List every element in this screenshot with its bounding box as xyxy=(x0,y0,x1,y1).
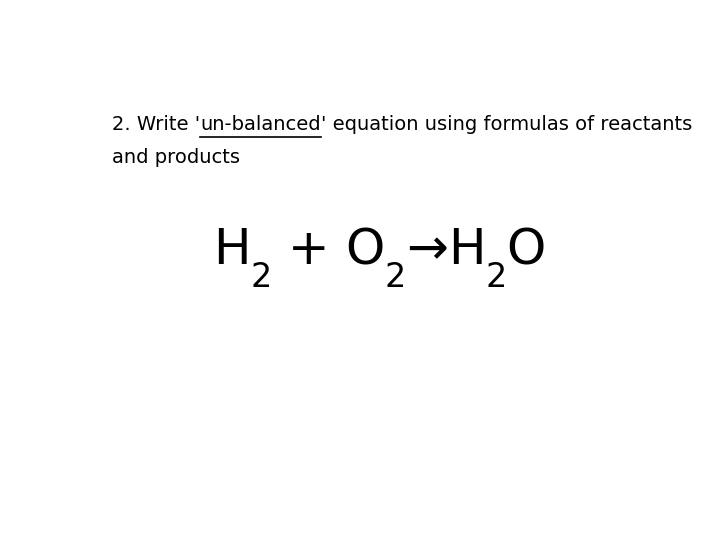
Text: →: → xyxy=(406,226,448,274)
Text: un-balanced: un-balanced xyxy=(200,114,321,134)
Text: 2: 2 xyxy=(384,261,406,294)
Text: H: H xyxy=(213,226,251,274)
Text: H: H xyxy=(448,226,485,274)
Text: 2: 2 xyxy=(251,261,271,294)
Text: ' equation using formulas of reactants: ' equation using formulas of reactants xyxy=(321,114,693,134)
Text: and products: and products xyxy=(112,148,240,167)
Text: 2. Write ': 2. Write ' xyxy=(112,114,200,134)
Text: O: O xyxy=(345,226,384,274)
Text: +: + xyxy=(271,226,345,274)
Text: 2: 2 xyxy=(485,261,506,294)
Text: O: O xyxy=(506,226,546,274)
